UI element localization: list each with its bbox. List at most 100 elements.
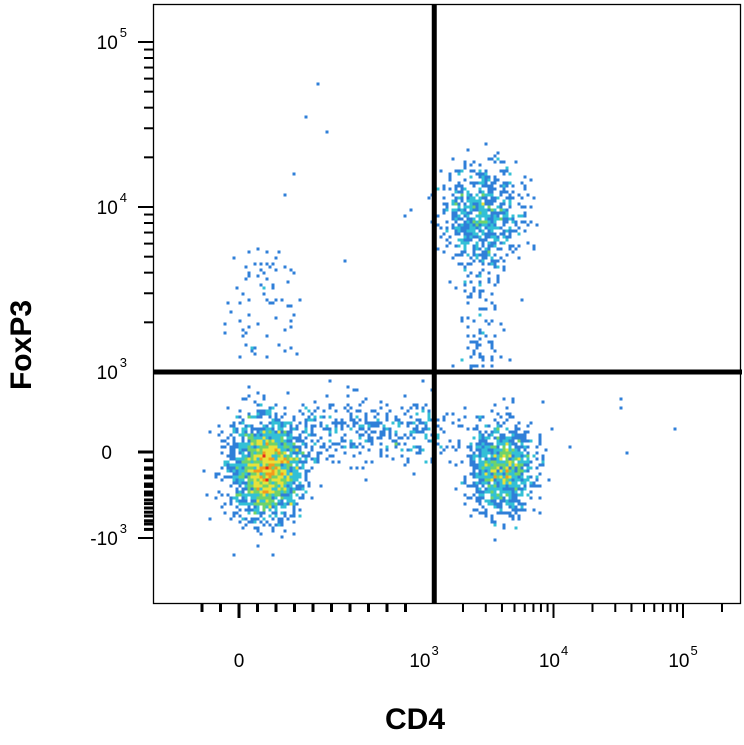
event-dot [541, 457, 545, 461]
event-dot [475, 415, 479, 419]
event-dot [505, 466, 509, 470]
event-dot [247, 469, 251, 473]
event-dot [526, 460, 530, 464]
event-dot [496, 511, 500, 515]
event-dot [244, 331, 248, 335]
event-dot [415, 403, 419, 407]
event-dot [247, 274, 251, 278]
event-dot [343, 406, 347, 410]
event-dot [484, 442, 488, 446]
event-dot [439, 226, 443, 230]
event-dot [448, 460, 452, 464]
event-dot [487, 217, 491, 221]
event-dot [262, 469, 266, 473]
event-dot [349, 445, 353, 449]
event-dot [280, 475, 284, 479]
event-dot [232, 256, 236, 260]
event-dot [502, 265, 506, 269]
event-dot [361, 424, 365, 428]
event-dot [262, 523, 266, 527]
event-dot [520, 487, 524, 491]
event-dot [469, 262, 473, 266]
event-dot [268, 481, 272, 485]
event-dot [223, 445, 227, 449]
event-dot [460, 358, 464, 362]
event-dot [265, 469, 269, 473]
event-dot [265, 484, 269, 488]
event-dot [481, 202, 485, 206]
event-dot [400, 406, 404, 410]
event-dot [370, 421, 374, 425]
event-dot [250, 478, 254, 482]
event-dot [256, 487, 260, 491]
event-dot [259, 439, 263, 443]
event-dot [280, 415, 284, 419]
event-dot [505, 460, 509, 464]
event-dot [298, 409, 302, 413]
event-dot [256, 517, 260, 521]
event-dot [427, 427, 431, 431]
event-dot [292, 505, 296, 509]
event-dot [502, 511, 506, 515]
event-dot [250, 496, 254, 500]
event-dot [448, 439, 452, 443]
event-dot [529, 220, 533, 224]
event-dot [343, 433, 347, 437]
event-dot [262, 430, 266, 434]
event-dot [229, 310, 233, 314]
event-dot [256, 469, 260, 473]
event-dot [262, 397, 266, 401]
event-dot [292, 460, 296, 464]
event-dot [499, 487, 503, 491]
event-dot [454, 229, 458, 233]
event-dot [511, 496, 515, 500]
event-dot [442, 208, 446, 212]
event-dot [511, 250, 515, 254]
event-dot [235, 472, 239, 476]
event-dot [349, 415, 353, 419]
event-dot [232, 430, 236, 434]
event-dot [502, 160, 506, 164]
event-dot [259, 475, 263, 479]
event-dot [295, 469, 299, 473]
event-dot [490, 472, 494, 476]
event-dot [517, 499, 521, 503]
event-dot [460, 316, 464, 320]
event-dot [502, 472, 506, 476]
event-dot [238, 442, 242, 446]
event-dot [517, 448, 521, 452]
event-dot [349, 442, 353, 446]
event-dot [268, 301, 272, 305]
event-dot [238, 466, 242, 470]
event-dot [256, 499, 260, 503]
event-dot [472, 226, 476, 230]
event-dot [487, 226, 491, 230]
event-dot [274, 511, 278, 515]
event-dot [253, 490, 257, 494]
event-dot [379, 448, 383, 452]
event-dot [520, 298, 524, 302]
event-dot [253, 499, 257, 503]
event-dot [313, 433, 317, 437]
event-dot [505, 448, 509, 452]
event-dot [517, 226, 521, 230]
event-dot [460, 253, 464, 257]
event-dot [493, 223, 497, 227]
event-dot [259, 454, 263, 458]
event-dot [256, 544, 260, 548]
event-dot [340, 427, 344, 431]
event-dot [481, 268, 485, 272]
event-dot [490, 514, 494, 518]
event-dot [496, 235, 500, 239]
event-dot [478, 469, 482, 473]
event-dot [484, 475, 488, 479]
event-dot [274, 433, 278, 437]
event-dot [334, 421, 338, 425]
event-dot [238, 469, 242, 473]
event-dot [286, 472, 290, 476]
y-tick-label: 105 [97, 25, 127, 54]
event-dot [478, 220, 482, 224]
event-dot [334, 430, 338, 434]
event-dot [532, 196, 536, 200]
event-dot [232, 445, 236, 449]
